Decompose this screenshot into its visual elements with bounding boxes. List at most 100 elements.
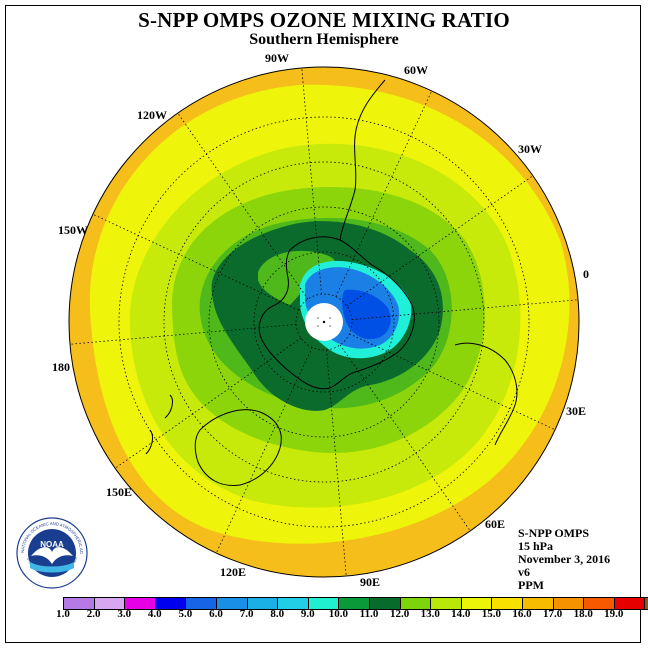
info-instrument: S-NPP OMPS [518, 526, 589, 540]
meridian-line [349, 333, 556, 431]
lon-label-30w: 30W [518, 142, 542, 156]
colorbar-label: 19.0 [604, 608, 624, 620]
pole-dot [329, 325, 331, 327]
logo-text: NOAA [40, 540, 64, 549]
meridian-line [215, 347, 313, 554]
colorbar-label: 1.0 [56, 608, 70, 620]
lon-label-30e: 30E [566, 404, 587, 418]
colorbar-cell [461, 598, 493, 609]
meridians [69, 67, 579, 577]
colorbar-cell [247, 598, 279, 609]
pole-dots [317, 317, 331, 327]
lon-label-120e: 120E [220, 565, 247, 579]
logo-bird [31, 547, 73, 564]
colorbar-cell [308, 598, 340, 609]
info-units: PPM [518, 578, 544, 592]
graticule [69, 67, 579, 577]
colorbar-cell [492, 598, 523, 609]
colorbar-label: 18.0 [573, 608, 593, 620]
info-version: v6 [518, 565, 530, 579]
colorbar-cell [522, 598, 554, 609]
colorbar-cell [216, 598, 248, 609]
colorbar [63, 597, 648, 610]
colorbar-cell [125, 598, 156, 609]
colorbar-cell [645, 598, 648, 609]
new-zealand-coast [145, 394, 173, 455]
antarctica-coast [258, 236, 415, 390]
meridian-line [301, 67, 322, 295]
colorbar-cell [278, 598, 309, 609]
latitude-circle-60s [208, 206, 440, 438]
africa-coast [454, 342, 518, 446]
colorbar-cell [400, 598, 432, 609]
colorbar-label: 9.0 [300, 608, 315, 620]
lon-label-90w: 90W [265, 51, 289, 65]
pole-dot [329, 317, 331, 319]
colorbar-label: 4.0 [147, 608, 162, 620]
colorbar-label: 3.0 [117, 608, 132, 620]
latitude-circle-80s [295, 293, 353, 351]
lon-label-90e: 90E [360, 575, 381, 589]
info-level: 15 hPa [518, 539, 554, 553]
meridian-line [351, 299, 579, 320]
colorbar-label: 2.0 [86, 608, 101, 620]
colorbar-label: 15.0 [481, 608, 502, 620]
info-block: S-NPP OMPS 15 hPa November 3, 2016 v6 PP… [518, 527, 610, 592]
pole-dot [317, 325, 319, 327]
figure-frame [5, 5, 641, 643]
colorbar-cell [155, 598, 187, 609]
colorbar-labels: 1.0 2.0 3.0 4.0 5.0 6.0 7.0 8.0 9.0 10.0 11.0 12.0 1… [0, 608, 648, 622]
region-deep-blue [342, 289, 391, 340]
lon-label-180: 180 [52, 360, 70, 374]
lon-label-60w: 60W [404, 63, 428, 77]
colorbar-label: 5.0 [178, 608, 193, 620]
colorbar-label: 6.0 [209, 608, 223, 620]
meridian-line [346, 175, 534, 307]
lon-label-150w: 150W [58, 223, 88, 237]
pole-dot [317, 317, 319, 319]
lon-label-150e: 150E [106, 485, 133, 499]
latitude-circle-40s [118, 116, 530, 528]
info-date: November 3, 2016 [518, 552, 611, 566]
pole-dot [322, 320, 326, 324]
region-green-inner [258, 250, 335, 305]
colorbar-label: 11.0 [359, 608, 379, 620]
colorbar-cell [94, 598, 126, 609]
noaa-logo: NATIONAL OCEANIC AND ATMOSPHERIC ADMINIS… [15, 516, 88, 589]
colorbar-cell [553, 598, 585, 609]
colorbar-cell [339, 598, 370, 609]
colorbar-label: 14.0 [451, 608, 471, 620]
colorbar-label: 7.0 [239, 608, 254, 620]
colorbar-cell [369, 598, 401, 609]
colorbar-cell [431, 598, 462, 609]
lon-label-60e: 60E [485, 517, 506, 531]
meridian-line [92, 213, 299, 311]
lon-label-0: 0 [583, 267, 589, 281]
map-boundary [68, 66, 580, 578]
coastlines [145, 79, 518, 487]
meridian-line [339, 344, 471, 532]
lon-label-120w: 120W [137, 108, 167, 122]
map-subtitle: Southern Hemisphere [249, 31, 399, 48]
meridian-line [69, 324, 297, 345]
colorbar-cell [64, 598, 95, 609]
south-america-coast [339, 79, 386, 241]
latitude-circle-70s [253, 251, 395, 393]
meridian-line [335, 90, 433, 297]
meridian-line [114, 337, 302, 469]
colorbar-label: 16.0 [512, 608, 532, 620]
colorbar-label: 17.0 [542, 608, 563, 620]
meridian-line [326, 349, 347, 577]
logo-wave [30, 562, 74, 573]
latitude-circle-50s [163, 161, 485, 483]
colorbar-label: 8.0 [270, 608, 285, 620]
colorbar-label: 12.0 [389, 608, 410, 620]
colorbar-cell [186, 598, 217, 609]
colorbar-cell [584, 598, 615, 609]
colorbar-label: 10.0 [328, 608, 349, 620]
colorbar-label: 13.0 [420, 608, 440, 620]
colorbar-cell [614, 598, 646, 609]
meridian-line [177, 112, 309, 300]
